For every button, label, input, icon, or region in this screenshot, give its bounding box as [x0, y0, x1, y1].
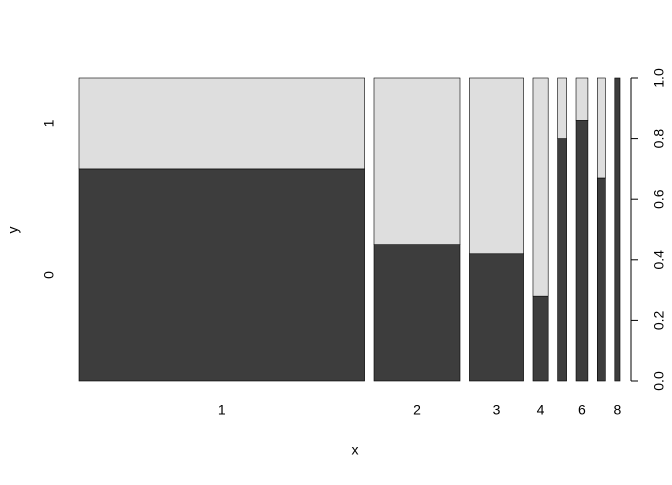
- bar-segment: [596, 177, 606, 382]
- y-tick-label: 0.0: [651, 371, 667, 391]
- y-axis-label: y: [5, 227, 21, 234]
- bar-segment: [469, 253, 524, 382]
- y-tick-label: 0.2: [651, 310, 667, 330]
- y-tick-label: 0.6: [651, 189, 667, 209]
- y-tick-label: 0.8: [651, 129, 667, 149]
- bar-segment: [614, 77, 621, 382]
- x-axis-label: x: [352, 442, 359, 458]
- bar-segment: [78, 168, 365, 382]
- bar-segment: [557, 77, 567, 139]
- x-tick-label: 4: [537, 402, 545, 418]
- bar-segment: [373, 244, 461, 382]
- x-tick-label: 3: [493, 402, 501, 418]
- bar-segment: [575, 77, 589, 121]
- bar-segment: [557, 138, 567, 382]
- legend-label: 1: [41, 119, 57, 127]
- y-tick-label: 0.4: [651, 250, 667, 270]
- bar-segment: [532, 77, 549, 297]
- bar-segment: [78, 77, 365, 170]
- x-tick-label: 1: [218, 402, 226, 418]
- bar-segment: [575, 120, 589, 382]
- bar-segment: [469, 77, 524, 255]
- bar-segment: [532, 295, 549, 382]
- bar-segment: [373, 77, 461, 245]
- x-tick-label: 6: [578, 402, 586, 418]
- y-tick-label: 1.0: [651, 68, 667, 88]
- bar-segment: [596, 77, 606, 179]
- legend-label: 0: [41, 271, 57, 279]
- x-tick-label: 8: [613, 402, 621, 418]
- x-tick-label: 2: [413, 402, 421, 418]
